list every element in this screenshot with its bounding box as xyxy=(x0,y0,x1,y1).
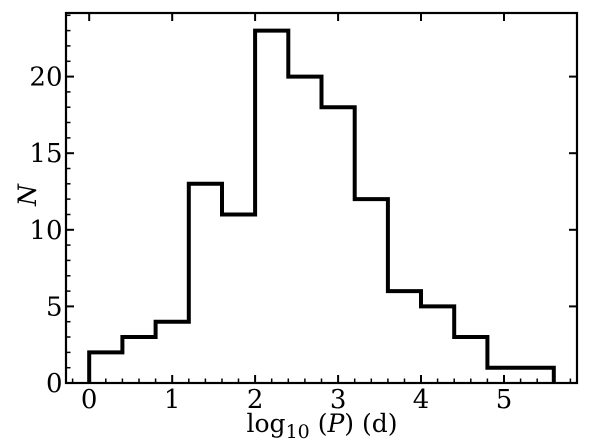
y-tick-label: 15 xyxy=(29,139,62,169)
y-tick-label: 0 xyxy=(46,369,63,399)
x-tick-label: 4 xyxy=(413,385,430,415)
x-label-prefix: log xyxy=(247,409,286,438)
x-tick-label: 3 xyxy=(330,385,347,415)
histogram-step-line xyxy=(87,28,556,383)
x-label-variable: P xyxy=(326,409,345,438)
y-axis-label: N xyxy=(13,183,42,207)
x-label-suffix: ) (d) xyxy=(344,409,397,438)
axes-spines xyxy=(64,11,579,385)
y-tick-label: 10 xyxy=(29,216,62,246)
x-tick-label: 1 xyxy=(164,385,181,415)
x-label-mid: ( xyxy=(310,409,328,438)
x-axis-label: log10 (P) (d) xyxy=(247,409,398,441)
x-tick-label: 0 xyxy=(81,385,98,415)
x-tick-label: 5 xyxy=(496,385,513,415)
y-tick-label: 20 xyxy=(29,63,62,93)
tick-labels: 0 1 2 3 4 5 0 5 10 15 20 xyxy=(29,63,512,415)
x-label-subscript: 10 xyxy=(286,421,310,441)
x-tick-label: 2 xyxy=(247,385,264,415)
y-tick-label: 5 xyxy=(46,292,63,322)
